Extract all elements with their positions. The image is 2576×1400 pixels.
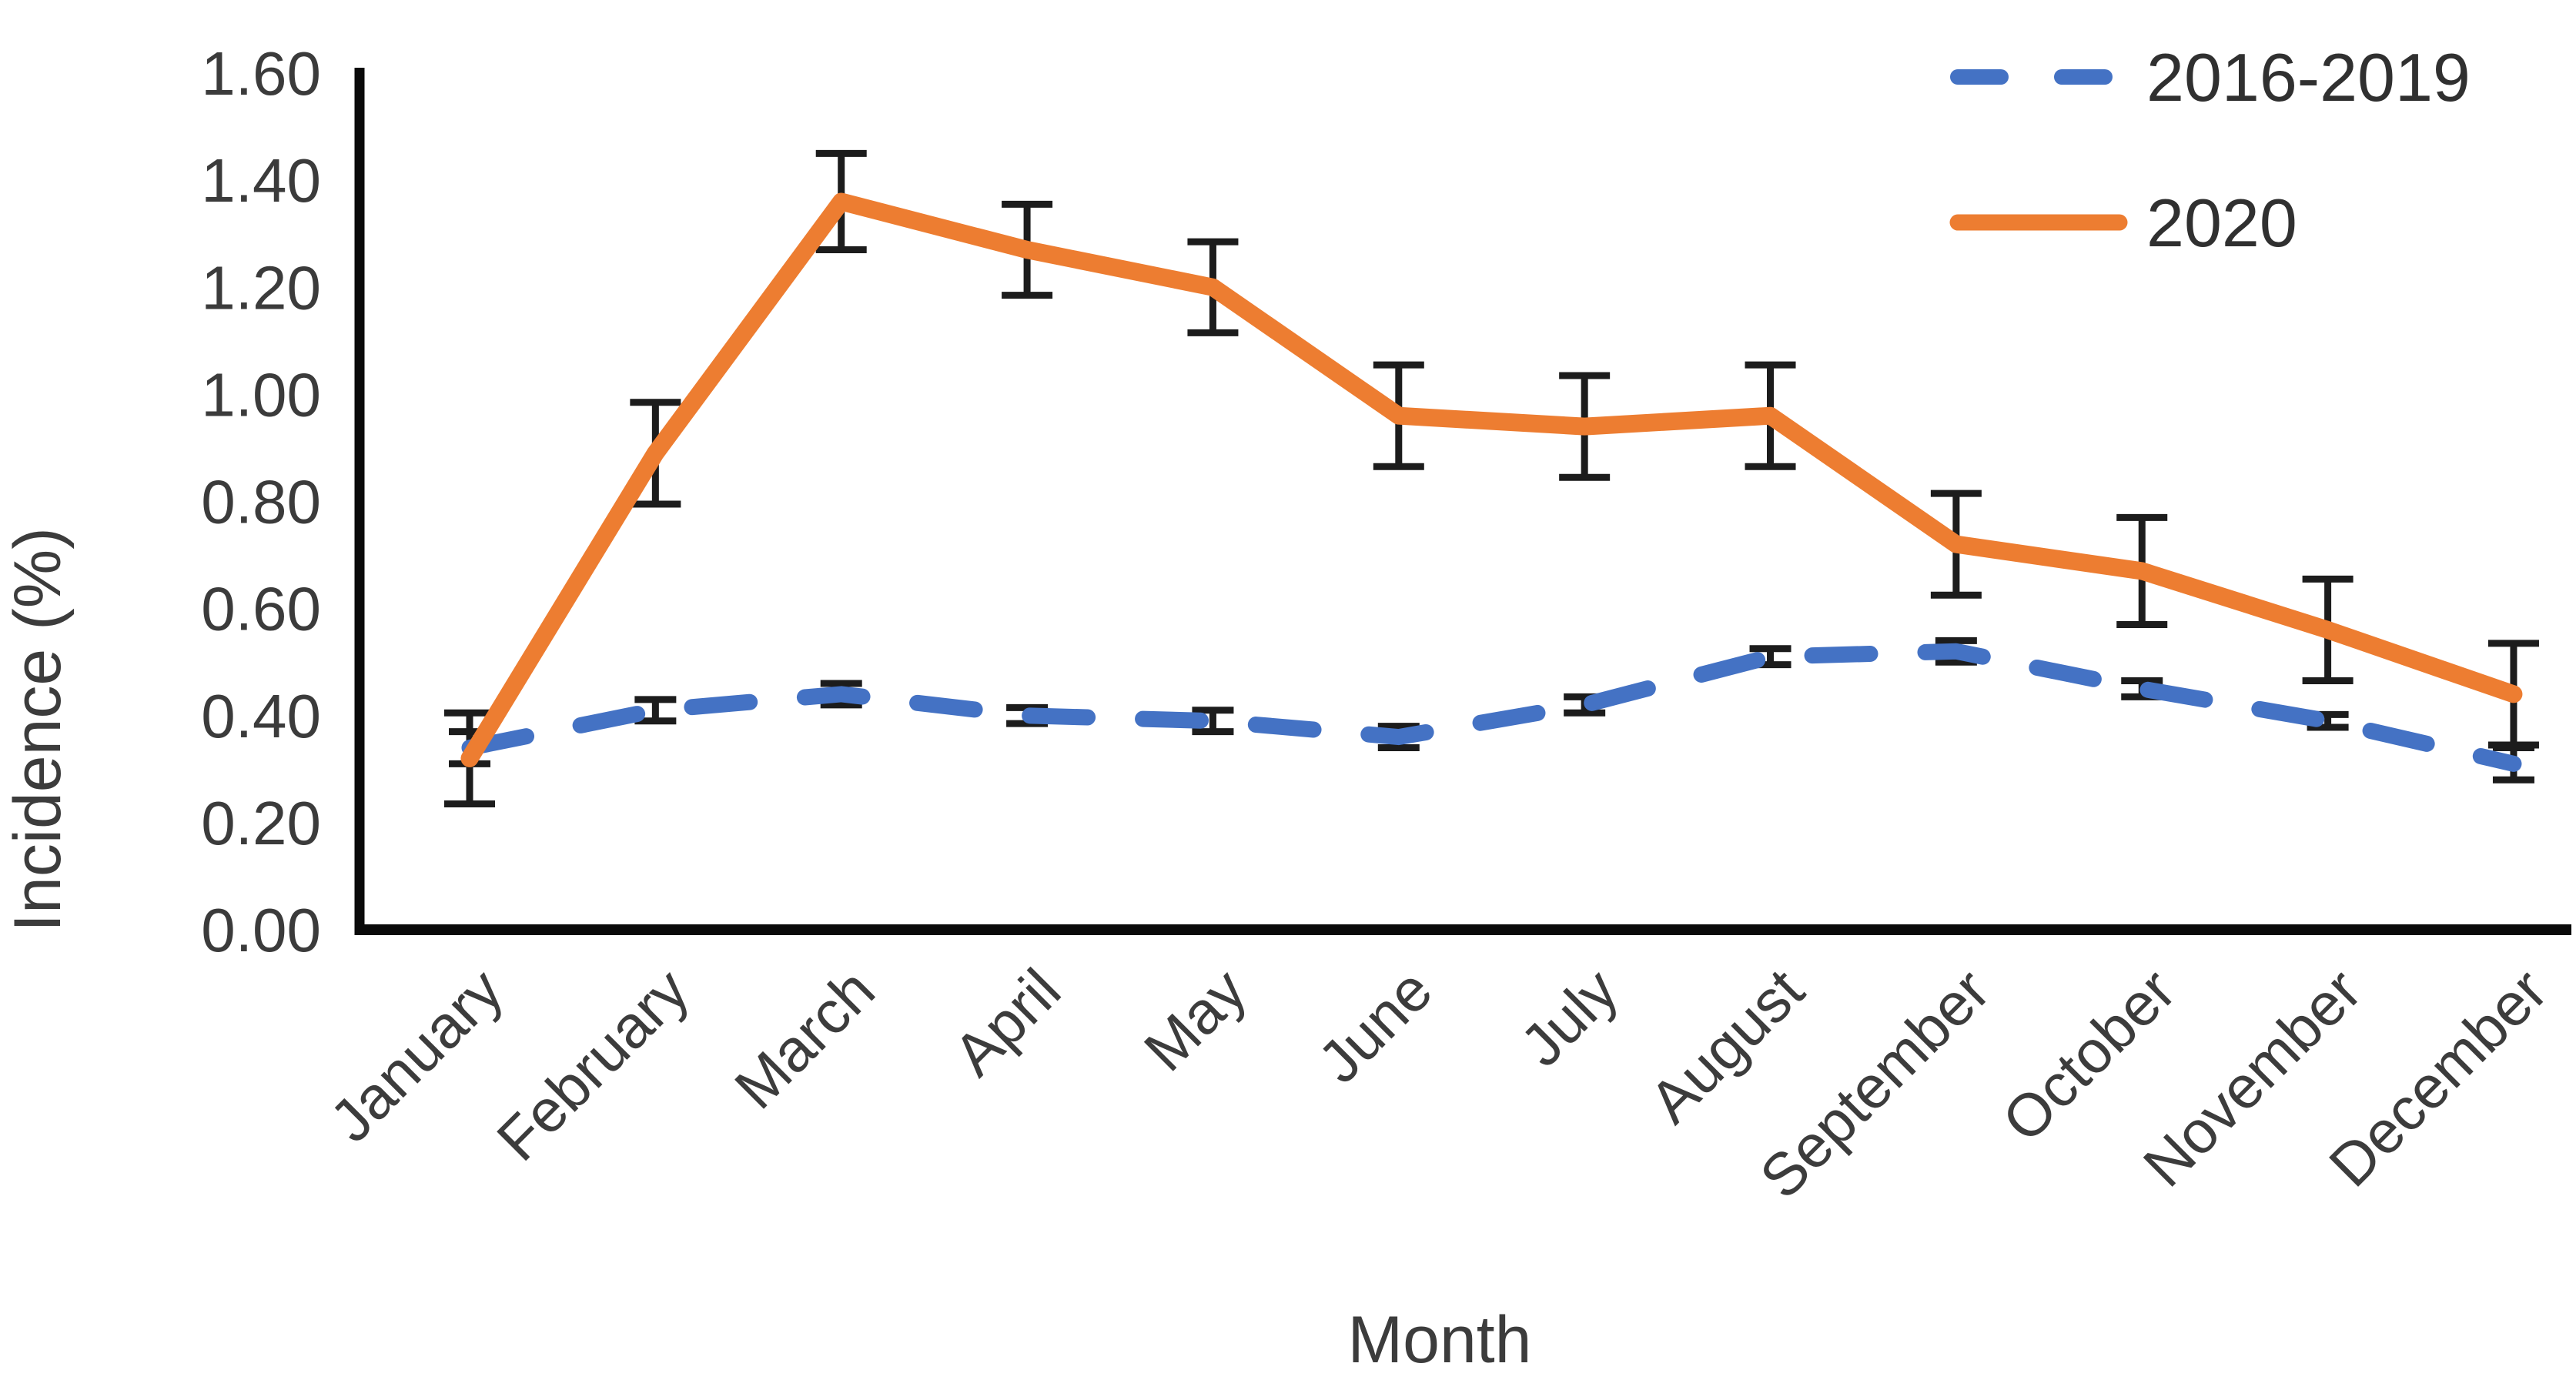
y-tick-label: 1.00 [201,360,321,429]
y-tick-label: 0.00 [201,896,321,964]
y-tick-label: 0.20 [201,789,321,857]
x-tick-label: February [483,956,701,1174]
series-line-2020 [460,192,2523,767]
y-axis-title: Incidence (%) [1,527,75,932]
x-tick-label: July [1507,956,1631,1079]
x-axis-title: Month [1347,1303,1531,1377]
legend-label-2016-2019: 2016-2019 [2146,39,2471,115]
y-tick-label: 0.60 [201,575,321,643]
y-tick-label: 0.80 [201,468,321,536]
legend-label-2020: 2020 [2146,185,2297,261]
x-tick-label: August [1637,956,1817,1136]
x-tick-label: June [1305,956,1445,1096]
x-tick-label: March [721,956,887,1121]
y-tick-label: 0.40 [201,682,321,750]
y-tick-label: 1.40 [201,146,321,215]
x-tick-label: April [941,956,1074,1089]
x-tick-label: May [1131,956,1259,1084]
y-tick-label: 1.20 [201,253,321,322]
y-tick-label: 1.60 [201,39,321,108]
series-line-2016-2019 [461,643,2522,772]
